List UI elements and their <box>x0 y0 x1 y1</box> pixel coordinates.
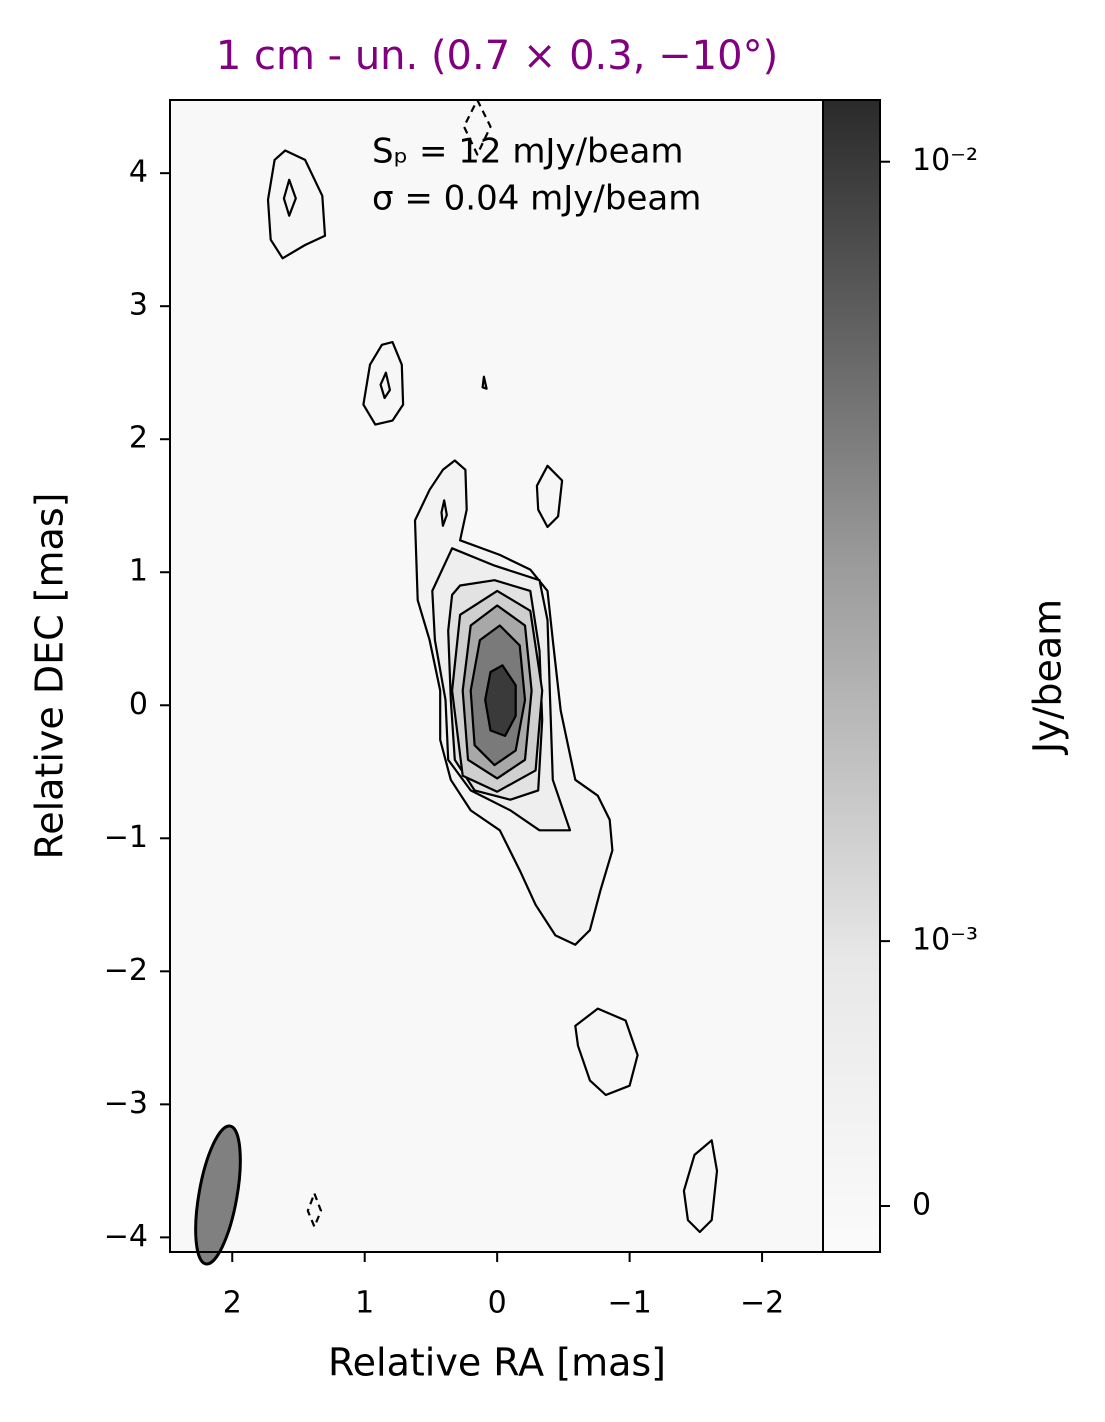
y-tick-label: 1 <box>129 554 148 589</box>
y-tick-label: 0 <box>129 687 148 722</box>
contour <box>574 1007 639 1097</box>
annotation: σ = 0.04 mJy/beam <box>372 179 701 219</box>
colorbar-tick-label: 10⁻³ <box>912 923 978 958</box>
contour <box>282 178 297 217</box>
x-tick-label: 2 <box>223 1286 242 1321</box>
x-tick-label: −2 <box>740 1286 784 1321</box>
y-tick-label: 2 <box>129 421 148 456</box>
contour <box>440 499 448 527</box>
contour <box>535 464 564 529</box>
y-tick-label: 4 <box>129 155 148 190</box>
contour <box>682 1139 719 1234</box>
y-tick-label: −3 <box>104 1086 148 1121</box>
y-tick-label: −2 <box>104 953 148 988</box>
colorbar <box>822 99 881 1253</box>
y-axis-label: Relative DEC [mas] <box>28 493 72 860</box>
colorbar-tick-label: 0 <box>912 1188 931 1223</box>
y-tick-label: −4 <box>104 1219 148 1254</box>
x-tick-label: −1 <box>607 1286 651 1321</box>
contour <box>481 375 488 390</box>
contour <box>484 664 517 737</box>
y-tick-label: −1 <box>104 820 148 855</box>
annotation: Sₚ = 12 mJy/beam <box>372 132 684 172</box>
x-axis-label: Relative RA [mas] <box>328 1341 666 1385</box>
contour <box>379 371 391 400</box>
colorbar-tick-label: 10⁻² <box>912 143 978 178</box>
negative-contour <box>306 1192 323 1228</box>
x-tick-label: 0 <box>488 1286 507 1321</box>
chart-title: 1 cm - un. (0.7 × 0.3, −10°) <box>216 33 778 79</box>
contour <box>266 149 327 260</box>
negative-contour <box>462 98 492 156</box>
colorbar-label: Jy/beam <box>1026 599 1070 755</box>
x-tick-label: 1 <box>355 1286 374 1321</box>
y-tick-label: 3 <box>129 288 148 323</box>
contours <box>266 98 719 1234</box>
beam <box>194 1124 242 1266</box>
